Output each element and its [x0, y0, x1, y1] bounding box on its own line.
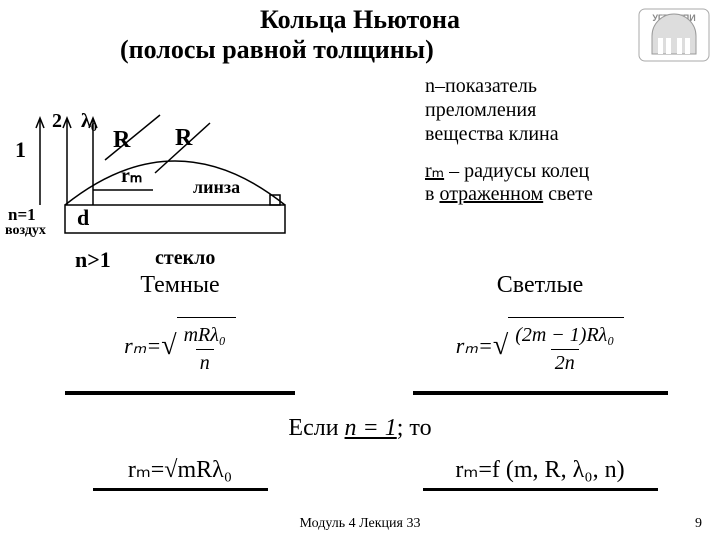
n-glass-label: n>1 — [75, 247, 111, 273]
air-label: воздух — [5, 223, 46, 239]
radius-label-2: R — [175, 125, 192, 152]
footer-text: Модуль 4 Лекция 33 — [0, 516, 720, 532]
diagram-svg — [5, 55, 325, 265]
light-rings-col: Светлые rₘ = √ (2m − 1)Rλ₀2n — [360, 272, 720, 395]
lambda0-label: λ₀ — [81, 110, 97, 133]
if-line: Если n = 1; то — [0, 415, 720, 442]
ray-label-2: 2 — [52, 110, 62, 133]
light-formula: rₘ = √ (2m − 1)Rλ₀2n — [456, 317, 625, 375]
dark-header: Темные — [0, 272, 360, 299]
n-desc-2: преломления — [425, 99, 536, 122]
radius-label-1: R — [113, 127, 130, 154]
light-header: Светлые — [360, 272, 720, 299]
university-logo: УГТУ-УПИ — [638, 8, 710, 62]
n-air-label: n=1 — [8, 205, 36, 225]
bottom-left: rₘ=√mRλ₀ — [0, 455, 360, 491]
rm-desc-2: в отраженном свете — [425, 183, 593, 206]
n-desc-3: вещества клина — [425, 123, 559, 146]
glass-label: стекло — [155, 247, 215, 270]
title-line-1: Кольца Ньютона — [0, 5, 720, 35]
newton-rings-diagram: 1 2 λ₀ R R rₘ линза d n=1 воздух n>1 сте… — [5, 55, 325, 235]
rm-desc-1: rₘ – радиусы колец — [425, 158, 589, 183]
light-underline — [413, 391, 668, 395]
page-number: 9 — [695, 516, 702, 532]
dark-formula: rₘ = √ mRλ₀n — [124, 317, 236, 375]
d-label: d — [77, 205, 89, 231]
dark-underline — [65, 391, 295, 395]
ray-label-1: 1 — [15, 137, 26, 163]
lens-label: линза — [193, 177, 240, 198]
formula-row: Темные rₘ = √ mRλ₀n Светлые rₘ = √ (2m −… — [0, 272, 720, 395]
bottom-row: rₘ=√mRλ₀ rₘ=f (m, R, λ₀, n) — [0, 455, 720, 491]
bottom-right: rₘ=f (m, R, λ₀, n) — [360, 455, 720, 491]
dark-rings-col: Темные rₘ = √ mRλ₀n — [0, 272, 360, 395]
n-desc-1: n–показатель — [425, 75, 537, 98]
rm-label: rₘ — [121, 163, 142, 188]
